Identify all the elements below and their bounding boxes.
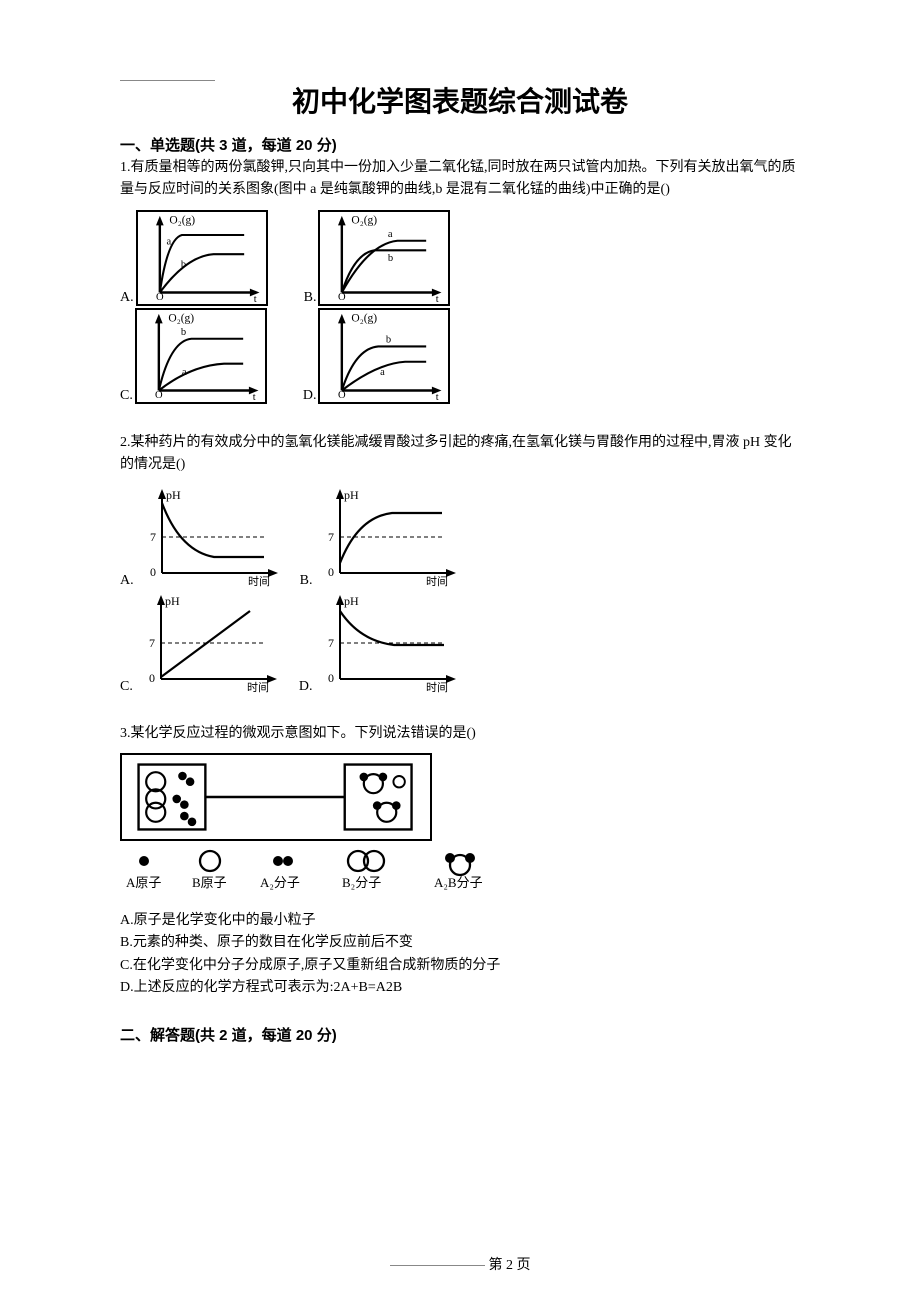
q3-legend: A原子 B原子 A₂分子 B₂分子 A₂B分子 <box>120 845 560 900</box>
svg-text:a: a <box>182 367 187 378</box>
q3-choice-d: D.上述反应的化学方程式可表示为:2A+B=A2B <box>120 977 800 999</box>
svg-text:b: b <box>181 259 186 270</box>
q1-row2: C. O₂(g) O t b a D. O₂(g) O t b <box>120 308 800 404</box>
q1-graph-d: O₂(g) O t b a <box>318 308 450 404</box>
q2-opt-b: B. <box>300 573 313 589</box>
q3-micro-diagram <box>120 753 432 841</box>
section2-header: 二、解答题(共 2 道，每道 20 分) <box>120 1024 800 1045</box>
svg-text:a: a <box>166 236 171 247</box>
svg-text:O: O <box>156 292 164 303</box>
svg-text:a: a <box>388 229 393 240</box>
svg-text:b: b <box>386 334 391 345</box>
q2-text: 2.某种药片的有效成分中的氢氧化镁能减缓胃酸过多引起的疼痛,在氢氧化镁与胃酸作用… <box>120 432 800 477</box>
svg-text:时间: 时间 <box>247 681 269 694</box>
q3-text: 3.某化学反应过程的微观示意图如下。下列说法错误的是() <box>120 723 800 745</box>
svg-text:0: 0 <box>328 671 334 685</box>
q2-graph-c: pH 7 0 时间 <box>135 591 285 695</box>
svg-text:t: t <box>436 294 439 304</box>
svg-text:t: t <box>253 294 256 304</box>
q1-graph-b: O₂(g) O t a b <box>318 210 450 306</box>
q3-choice-a: A.原子是化学变化中的最小粒子 <box>120 910 800 932</box>
page-footer: 第 2 页 <box>0 1254 920 1274</box>
svg-text:时间: 时间 <box>248 575 270 588</box>
svg-text:7: 7 <box>328 530 334 544</box>
q3-choice-c: C.在化学变化中分子分成原子,原子又重新组合成新物质的分子 <box>120 955 800 977</box>
q1-opt-d: D. <box>303 388 317 404</box>
svg-text:t: t <box>436 392 439 402</box>
svg-text:0: 0 <box>328 565 334 579</box>
svg-text:a: a <box>381 367 386 378</box>
svg-text:pH: pH <box>344 594 359 608</box>
q1-graph-c: O₂(g) O t b a <box>135 308 267 404</box>
page-title: 初中化学图表题综合测试卷 <box>120 80 800 120</box>
svg-text:O₂(g): O₂(g) <box>352 312 378 324</box>
q3-choices: A.原子是化学变化中的最小粒子 B.元素的种类、原子的数目在化学反应前后不变 C… <box>120 910 800 1000</box>
svg-text:O: O <box>155 390 163 401</box>
section1-header: 一、单选题(共 3 道，每道 20 分) <box>120 134 800 155</box>
svg-text:A原子: A原子 <box>126 875 161 890</box>
svg-text:A₂B分子: A₂B分子 <box>434 875 483 890</box>
svg-text:pH: pH <box>165 594 180 608</box>
svg-text:7: 7 <box>328 636 334 650</box>
svg-text:0: 0 <box>150 565 156 579</box>
svg-text:pH: pH <box>344 488 359 502</box>
svg-text:时间: 时间 <box>426 681 448 694</box>
svg-text:t: t <box>253 392 256 402</box>
svg-text:b: b <box>388 253 393 264</box>
svg-text:0: 0 <box>149 671 155 685</box>
svg-text:B原子: B原子 <box>192 875 227 890</box>
q2-opt-c: C. <box>120 679 133 695</box>
q1-row1: A. O₂(g) O t a b B. O₂(g) O t a <box>120 210 800 306</box>
header-rule <box>120 80 215 81</box>
svg-text:7: 7 <box>150 530 156 544</box>
svg-text:b: b <box>181 327 186 338</box>
svg-text:时间: 时间 <box>426 575 448 588</box>
q2-opt-d: D. <box>299 679 313 695</box>
q1-text: 1.有质量相等的两份氯酸钾,只向其中一份加入少量二氧化锰,同时放在两只试管内加热… <box>120 157 800 202</box>
q2-graph-a: pH 7 0 时间 <box>136 485 286 589</box>
q1-graph-a: O₂(g) O t a b <box>136 210 268 306</box>
svg-text:B₂分子: B₂分子 <box>342 875 381 890</box>
q1-opt-a: A. <box>120 290 134 306</box>
q3-choice-b: B.元素的种类、原子的数目在化学反应前后不变 <box>120 932 800 954</box>
q2-row2: C. pH 7 0 时间 D. pH 7 0 时间 <box>120 591 800 695</box>
q2-row1: A. pH 7 0 时间 B. pH 7 0 时间 <box>120 485 800 589</box>
q2-graph-d: pH 7 0 时间 <box>314 591 464 695</box>
page-number: 第 2 页 <box>489 1258 531 1273</box>
svg-text:A₂分子: A₂分子 <box>260 875 300 890</box>
svg-text:O₂(g): O₂(g) <box>168 312 194 324</box>
q2-graph-b: pH 7 0 时间 <box>314 485 464 589</box>
svg-text:O₂(g): O₂(g) <box>352 214 378 226</box>
svg-text:O: O <box>338 390 346 401</box>
q2-opt-a: A. <box>120 573 134 589</box>
svg-text:O₂(g): O₂(g) <box>169 214 195 226</box>
svg-text:7: 7 <box>149 636 155 650</box>
q1-opt-c: C. <box>120 388 133 404</box>
q1-opt-b: B. <box>304 290 317 306</box>
svg-text:O: O <box>338 292 346 303</box>
svg-text:pH: pH <box>166 488 181 502</box>
